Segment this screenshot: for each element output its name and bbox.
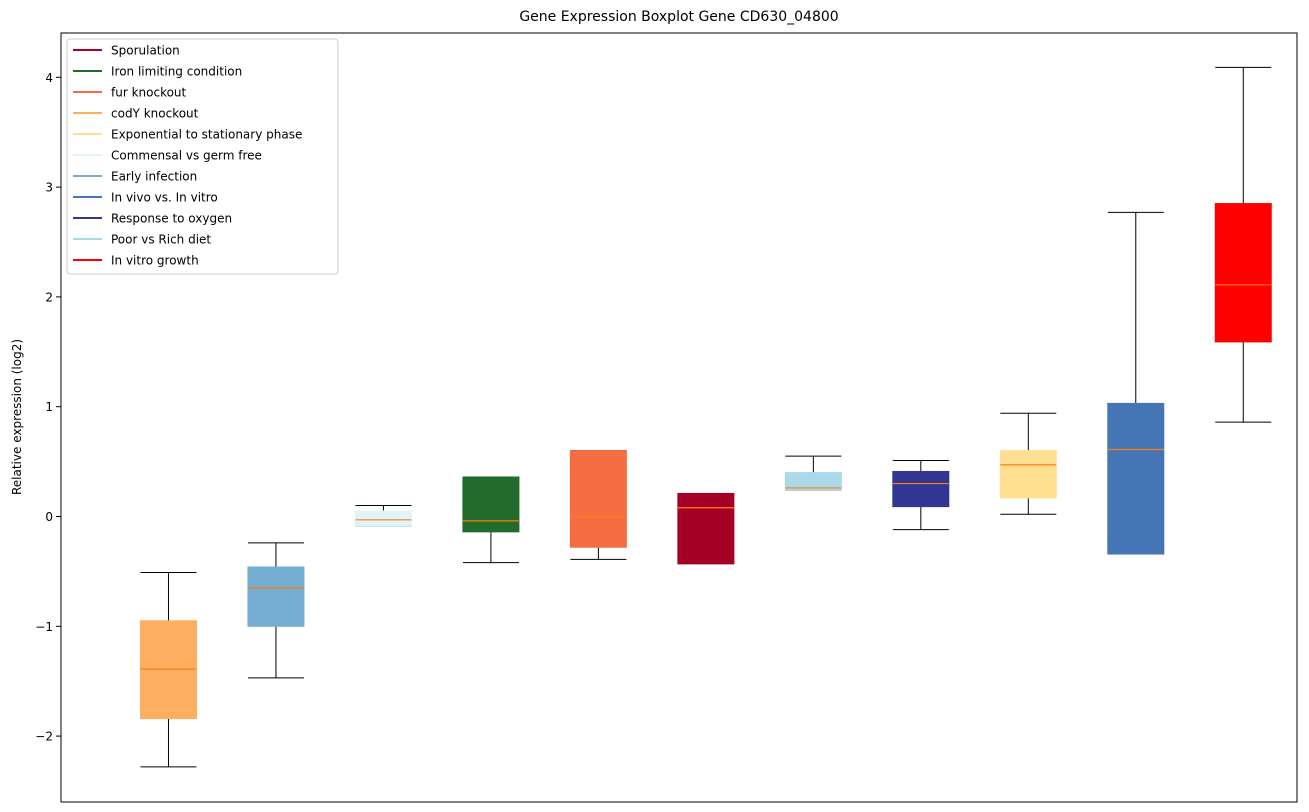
legend-entry: Early infection [73, 170, 197, 184]
y-axis-label: Relative expression (log2) [10, 339, 24, 495]
legend-entry: Iron limiting condition [73, 65, 242, 79]
y-tick-label: −1 [35, 620, 53, 634]
legend-entry: Poor vs Rich diet [73, 233, 211, 247]
box-11 [1214, 66, 1272, 423]
legend: Sporulation Iron limiting condition fur kn… [66, 38, 339, 275]
box-body [247, 566, 305, 627]
legend-entry: Sporulation [73, 44, 180, 58]
legend-label: Poor vs Rich diet [111, 233, 211, 247]
legend-label: In vivo vs. In vitro [111, 191, 218, 205]
legend-label: Sporulation [111, 44, 180, 58]
legend-label: In vitro growth [111, 254, 199, 268]
legend-frame [66, 38, 339, 275]
plot-frame [60, 32, 1298, 803]
legend-label: fur knockout [111, 86, 187, 100]
legend-label: Exponential to stationary phase [111, 128, 302, 142]
legend-label: Iron limiting condition [111, 65, 242, 79]
legend-entry: codY knockout [73, 107, 199, 121]
box-body [784, 472, 842, 491]
legend-label: Commensal vs germ free [111, 149, 262, 163]
box-10 [1107, 211, 1165, 555]
box-5 [569, 450, 627, 560]
box-body [569, 450, 627, 548]
box-6 [677, 492, 735, 565]
y-tick-label: 0 [45, 510, 53, 524]
y-tick-label: 1 [45, 400, 53, 414]
box-body [999, 450, 1057, 499]
y-tick-label: 4 [45, 71, 53, 85]
y-tick-label: −2 [35, 730, 53, 744]
box-2 [247, 542, 305, 679]
legend-entry: Response to oxygen [73, 212, 232, 226]
box-4 [462, 476, 520, 564]
legend-label: codY knockout [111, 107, 199, 121]
boxes-layer [139, 66, 1272, 768]
y-axis: −2 −1 0 1 2 3 4 [35, 71, 61, 744]
box-body [354, 510, 412, 527]
box-3 [354, 505, 412, 527]
chart-title: Gene Expression Boxplot Gene CD630_04800 [519, 9, 838, 25]
legend-entry: In vitro growth [73, 254, 199, 268]
legend-entry: Commensal vs germ free [73, 149, 262, 163]
box-body [892, 470, 950, 508]
legend-label: Response to oxygen [111, 212, 232, 226]
legend-entry: In vivo vs. In vitro [73, 191, 218, 205]
box-1 [139, 571, 197, 768]
legend-label: Early infection [111, 170, 197, 184]
y-tick-label: 2 [45, 290, 53, 304]
box-body [1107, 402, 1165, 555]
y-tick-label: 3 [45, 181, 53, 195]
legend-entry: Exponential to stationary phase [73, 128, 302, 142]
legend-entry: fur knockout [73, 86, 187, 100]
box-body [1214, 203, 1272, 343]
box-body [677, 492, 735, 565]
box-8 [892, 460, 950, 531]
box-body [462, 476, 520, 533]
box-9 [999, 412, 1057, 515]
box-7 [784, 455, 842, 491]
